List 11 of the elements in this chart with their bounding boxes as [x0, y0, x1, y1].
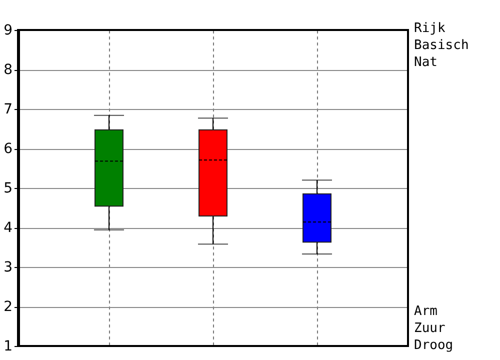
text: Arm Zuur Droog	[414, 304, 454, 353]
text: Rijk Basisch Nat	[414, 21, 469, 70]
y-tick-label: 1	[4, 338, 12, 354]
y-tick-label: 5	[4, 180, 12, 196]
y-tick-label: 4	[4, 220, 13, 236]
y-tick-label: 8	[4, 62, 12, 78]
y-tick-label: 7	[4, 102, 12, 118]
y-tick-label: 3	[4, 260, 12, 276]
y-tick-label: 6	[4, 141, 13, 157]
y-tick-label: 2	[4, 299, 12, 315]
y-tick-label: 9	[4, 22, 12, 38]
